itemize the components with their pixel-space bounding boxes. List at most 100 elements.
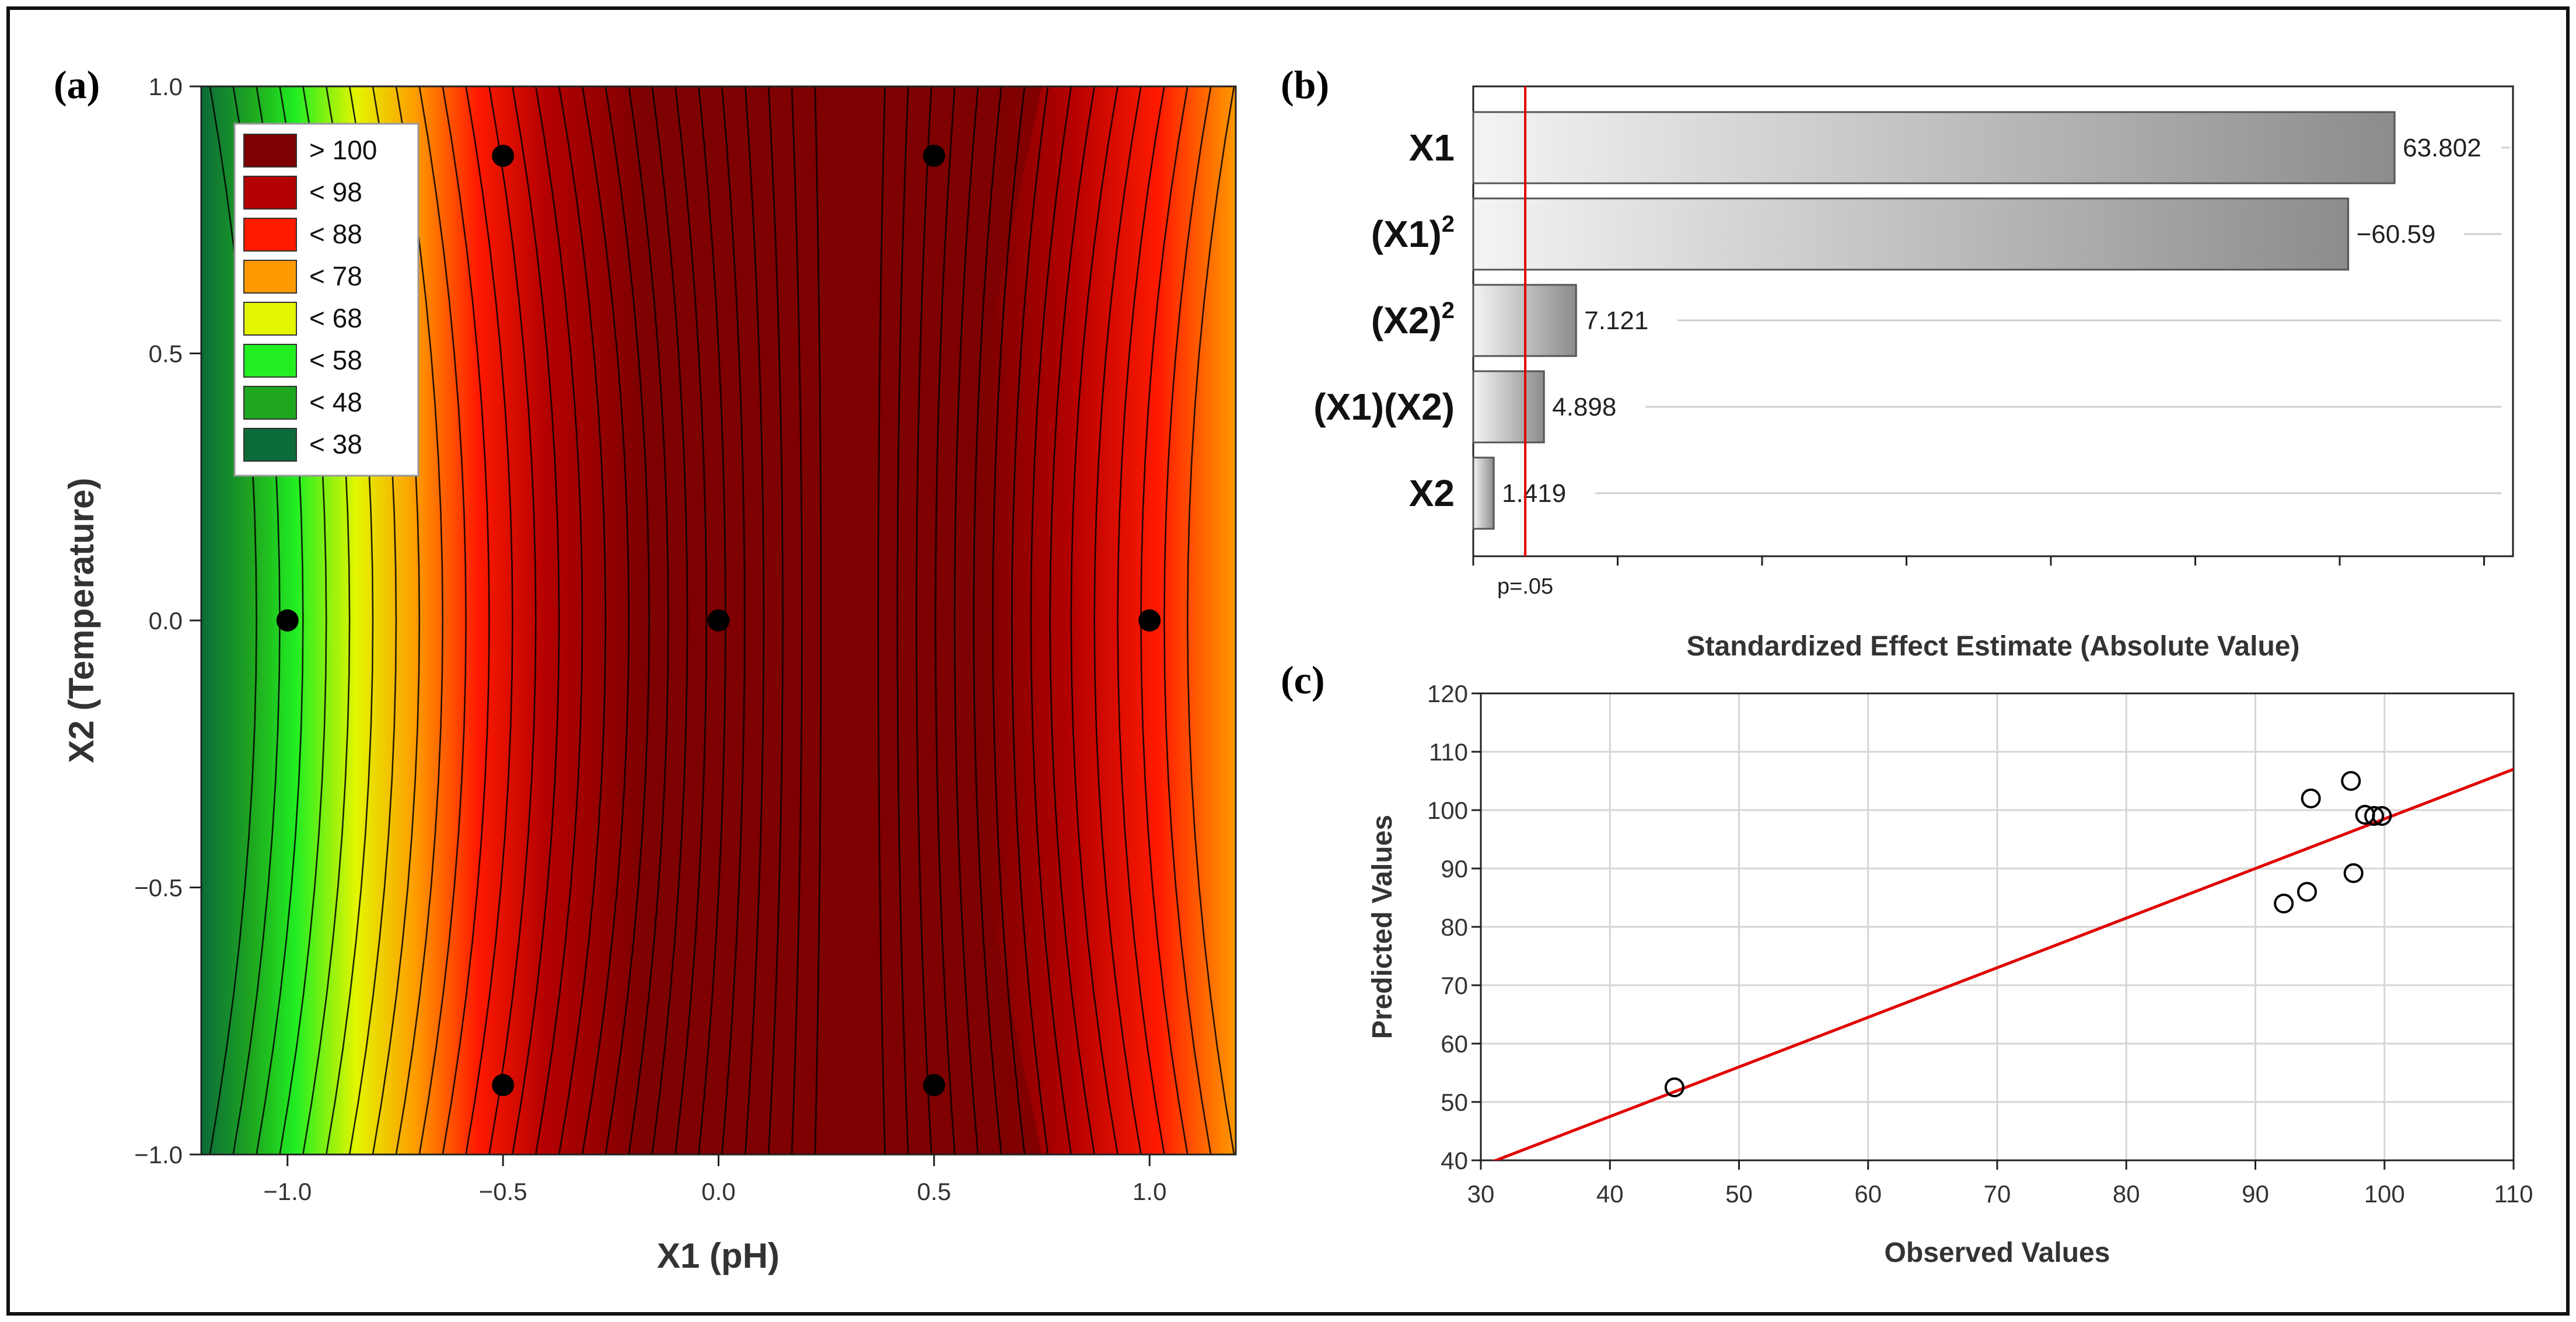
legend-swatch (243, 176, 297, 210)
contour-line (935, 86, 956, 1154)
contour-line (767, 86, 784, 1154)
legend-label: > 100 (309, 135, 377, 165)
y-tick-label: 0.5 (149, 340, 183, 368)
contour-axes: −1.0 −0.5 0.0 0.5 1.0 −1.0 −0.5 0.0 0.5 1.0 (134, 73, 1237, 1205)
legend-swatch (243, 344, 297, 378)
data-point (2364, 806, 2385, 826)
category-label-base: X2 (1409, 472, 1455, 514)
bar-value-label: −60.59 (2357, 220, 2436, 249)
design-point (707, 609, 730, 632)
contour-line (395, 86, 444, 1154)
contour-line (1186, 86, 1235, 1154)
contour-line (814, 86, 822, 1154)
contour-line (745, 86, 765, 1154)
contour-line (1011, 86, 1049, 1154)
scatter-y-tick-label: 90 (1441, 855, 1468, 883)
scatter-y-tick-label: 70 (1441, 972, 1468, 999)
legend-label: < 48 (309, 387, 362, 417)
contour-line (651, 86, 688, 1154)
category-label: X1 (1409, 127, 1455, 169)
scatter-x-tick-label: 110 (2494, 1180, 2533, 1208)
contour-x-axis-title: X1 (pH) (657, 1236, 780, 1275)
y-tick-label: −0.5 (134, 874, 183, 902)
category-label-base: (X2) (1371, 299, 1442, 341)
contour-line (465, 86, 513, 1154)
legend-label: < 38 (309, 429, 362, 459)
x-tick-label: 0.5 (917, 1178, 951, 1205)
scatter-axes: 30 40 50 60 70 80 90 100 110 40 50 60 70 80 90 100 110 12… (1427, 680, 2533, 1208)
scatter-x-tick-label: 60 (1854, 1180, 1882, 1208)
scatter-points (1664, 771, 2392, 1097)
data-point (1664, 1077, 1684, 1097)
contour-line (1070, 86, 1119, 1154)
data-point (2341, 771, 2361, 791)
contour-line (896, 86, 909, 1154)
legend-label: < 88 (309, 219, 362, 249)
legend-label: < 58 (309, 345, 362, 375)
scatter-y-tick-label: 120 (1427, 680, 1468, 707)
legend-swatch (243, 218, 297, 252)
y-tick-label: 0.0 (149, 607, 183, 634)
panel-a-letter: (a) (54, 62, 100, 107)
bar (1472, 370, 1545, 444)
design-point (1138, 609, 1161, 632)
contour-panel: > 100 < 98 < 88 < 78 < 68 < 58 < 48 < 38 −1.0 −0… (62, 73, 1237, 1275)
legend-label: < 68 (309, 303, 362, 333)
contour-line (915, 86, 932, 1154)
category-label: (X1)(X2) (1313, 386, 1455, 428)
significance-label: p=.05 (1497, 574, 1553, 599)
contour-line (604, 86, 651, 1154)
contour-line (1049, 86, 1095, 1154)
bar-value-label: 4.898 (1552, 393, 1616, 421)
contour-line (674, 86, 708, 1154)
contour-line (1030, 86, 1072, 1154)
bar (1472, 111, 2396, 184)
contour-center-region (641, 86, 1042, 1154)
scatter-x-tick-label: 80 (2113, 1180, 2140, 1208)
category-label-base: (X1) (1371, 213, 1442, 255)
data-point (2274, 894, 2294, 913)
legend-swatch (243, 386, 297, 420)
scatter-x-tick-label: 90 (2242, 1180, 2269, 1208)
category-label: X2 (1409, 472, 1455, 514)
figure-border (6, 6, 2570, 1316)
scatter-x-axis-title: Observed Values (1885, 1237, 2110, 1268)
contour-line (488, 86, 537, 1154)
x-tick-label: −1.0 (263, 1178, 312, 1205)
scatter-y-tick-label: 80 (1441, 913, 1468, 941)
design-point (922, 144, 945, 167)
scatter-fit-group (1492, 768, 2514, 1160)
data-point (2372, 806, 2392, 826)
contour-y-axis-title: X2 (Temperature) (62, 477, 101, 763)
legend-label: < 98 (309, 177, 362, 207)
scatter-y-tick-label: 50 (1441, 1089, 1468, 1116)
legend-swatch (243, 302, 297, 336)
scatter-grid (1480, 692, 2515, 1161)
contour-line (1117, 86, 1165, 1154)
category-label-superscript: 2 (1442, 298, 1455, 323)
panel-b-letter: (b) (1281, 62, 1329, 107)
contour-line (581, 86, 630, 1154)
design-point (492, 1074, 515, 1097)
legend-swatch (243, 428, 297, 462)
scatter-x-tick-label: 30 (1467, 1180, 1495, 1208)
scatter-x-tick-label: 70 (1984, 1180, 2011, 1208)
scatter-y-tick-label: 110 (1429, 738, 1468, 766)
panel-c-letter: (c) (1281, 658, 1324, 702)
pareto-bars: 63.802X1−60.59(X1)27.121(X2)24.898(X1)(X… (1313, 111, 2511, 530)
contour-line (1093, 86, 1142, 1154)
design-point (276, 609, 299, 632)
contour-line (535, 86, 583, 1154)
data-point (2301, 789, 2321, 808)
scatter-y-tick-label: 40 (1441, 1147, 1468, 1174)
contour-line (973, 86, 1002, 1154)
contour-line (1163, 86, 1212, 1154)
x-tick-label: −0.5 (479, 1178, 527, 1205)
category-label: (X1)2 (1371, 211, 1455, 255)
pareto-axes: p=.05 (1472, 86, 2485, 599)
x-tick-label: 0.0 (701, 1178, 735, 1205)
data-point (2343, 863, 2364, 883)
scatter-x-tick-label: 50 (1725, 1180, 1753, 1208)
data-point (2297, 882, 2317, 902)
